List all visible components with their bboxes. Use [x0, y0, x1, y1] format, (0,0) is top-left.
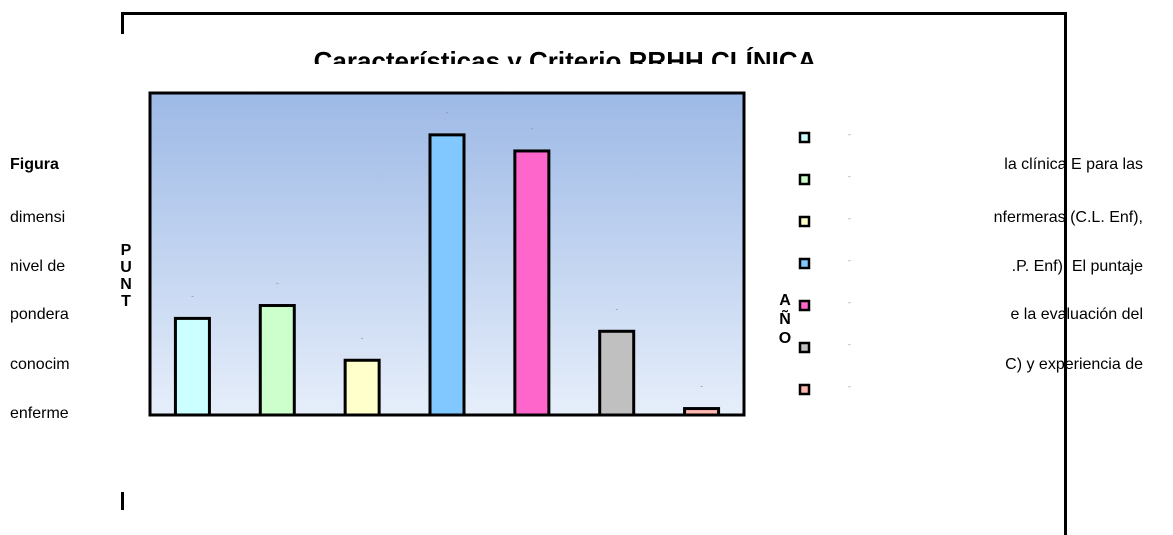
bar-2 — [258, 304, 296, 417]
paragraph-line-4-right: e la evaluación del — [1010, 306, 1143, 323]
y-axis-label-letter-1: P — [120, 242, 132, 259]
data-label-3: - — [361, 333, 364, 342]
y-axis-label-letter-4: T — [121, 293, 131, 310]
paragraph-line-3-right: .P. Enf). El puntaje — [1011, 258, 1143, 275]
legend-entry-2: - — [848, 172, 851, 181]
bar-1 — [173, 316, 211, 417]
frame-corner-top — [121, 12, 124, 34]
paragraph-line-2-left: dimensi — [10, 209, 66, 226]
legend-swatch-4 — [798, 257, 811, 270]
y-axis-label-letter-3: N — [120, 276, 132, 293]
legend-entry-4: - — [848, 256, 851, 265]
paragraph-line-4-left: pondera — [10, 306, 69, 323]
data-labels: - - - - - - - — [191, 108, 703, 391]
bar-6 — [598, 329, 636, 417]
paragraph-line-2-right: nfermeras (C.L. Enf), — [993, 209, 1143, 226]
legend-entry-5: - — [848, 298, 851, 307]
legend: - - - - - - - — [798, 130, 851, 396]
legend-swatch-5 — [798, 299, 811, 312]
data-label-4: - — [446, 108, 449, 117]
data-label-2: - — [276, 279, 279, 288]
chart-title-text: Características y Criterio RRHH CLÍNICA — [313, 46, 817, 64]
paragraph-line-5-left: conocim — [10, 356, 70, 373]
bar-chart: - - - - - - - - - - - - - - — [148, 91, 851, 417]
legend-entry-3: - — [848, 214, 851, 223]
paragraph-line-5-right: C) y experiencia de — [1005, 356, 1143, 373]
paragraph-line-1-right: la clínica E para las — [1004, 156, 1143, 173]
legend-entry-7: - — [848, 382, 851, 391]
paragraph-line-6-left: enferme — [10, 405, 69, 422]
bar-3 — [343, 358, 381, 417]
legend-swatch-1 — [798, 131, 811, 144]
legend-title-letter-1: A — [779, 292, 791, 309]
legend-swatch-2 — [798, 173, 811, 186]
legend-swatch-3 — [798, 215, 811, 228]
legend-swatch-6 — [798, 341, 811, 354]
frame-corner-bottom — [121, 492, 124, 510]
paragraph-line-3-left: nivel de — [10, 258, 66, 275]
data-label-5: - — [531, 124, 534, 133]
data-label-7: - — [700, 382, 703, 391]
data-label-1: - — [191, 291, 194, 300]
bar-series — [173, 133, 721, 417]
bar-7 — [683, 407, 721, 417]
chart-title: Características y Criterio RRHH CLÍNICA — [150, 43, 980, 64]
data-label-6: - — [615, 304, 618, 313]
bar-4 — [428, 133, 466, 417]
bar-5 — [513, 149, 551, 417]
legend-title-letter-2: Ñ — [779, 311, 791, 328]
legend-swatch-7 — [798, 383, 811, 396]
paragraph-line-1-left: Figura — [10, 156, 59, 173]
y-axis-label-letter-2: U — [120, 259, 132, 276]
legend-entry-1: - — [848, 130, 851, 139]
legend-entry-6: - — [848, 340, 851, 349]
legend-title-letter-3: O — [778, 330, 792, 347]
